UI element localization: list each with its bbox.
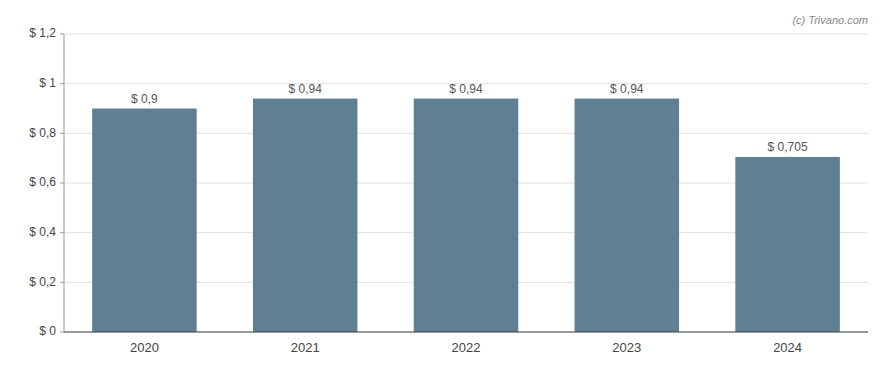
y-axis: $ 0 $ 0,2 $ 0,4 $ 0,6 $ 0,8 $ 1 $ 1,2 <box>29 26 64 338</box>
bars <box>92 99 840 332</box>
bar <box>414 99 519 332</box>
x-tick-label: 2021 <box>291 340 320 355</box>
bar <box>735 157 840 332</box>
y-tick <box>60 183 64 184</box>
y-tick-label: $ 1 <box>39 76 56 90</box>
y-tick <box>60 34 64 35</box>
data-label: $ 0,705 <box>768 140 808 154</box>
watermark: (c) Trivano.com <box>792 14 868 26</box>
y-tick-label: $ 0,8 <box>29 126 56 140</box>
chart-svg: $ 0$ 0,2$ 0,4$ 0,6$ 0,8$ 1$ 1,2$ 0,9$ 0,… <box>0 0 888 370</box>
y-axis-line <box>64 34 65 332</box>
bar <box>575 99 680 332</box>
y-tick <box>60 332 64 333</box>
data-label: $ 0,9 <box>131 92 158 106</box>
x-tick-label: 2022 <box>452 340 481 355</box>
y-tick-label: $ 0,4 <box>29 225 56 239</box>
data-label: $ 0,94 <box>610 82 644 96</box>
grid-line <box>64 332 868 333</box>
chart-container: $ 0$ 0,2$ 0,4$ 0,6$ 0,8$ 1$ 1,2$ 0,9$ 0,… <box>0 0 888 370</box>
x-tick-label: 2020 <box>130 340 159 355</box>
x-tick-label: 2023 <box>612 340 641 355</box>
data-label: $ 0,94 <box>289 82 323 96</box>
bar <box>92 109 197 333</box>
grid-line <box>64 34 868 35</box>
y-tick <box>60 83 64 84</box>
x-axis-line <box>64 332 868 333</box>
data-label: $ 0,94 <box>449 82 483 96</box>
y-tick-label: $ 1,2 <box>29 26 56 40</box>
y-tick <box>60 133 64 134</box>
y-tick-label: $ 0,6 <box>29 175 56 189</box>
bar <box>253 99 358 332</box>
y-tick-label: $ 0,2 <box>29 275 56 289</box>
y-tick <box>60 282 64 283</box>
y-tick <box>60 232 64 233</box>
x-tick-label: 2024 <box>773 340 802 355</box>
x-axis: 2020 2021 2022 2023 2024 <box>64 332 868 355</box>
y-tick-label: $ 0 <box>39 324 56 338</box>
data-labels: $ 0,9 $ 0,94 $ 0,94 $ 0,94 $ 0,705 <box>131 82 808 154</box>
grid <box>64 34 868 332</box>
